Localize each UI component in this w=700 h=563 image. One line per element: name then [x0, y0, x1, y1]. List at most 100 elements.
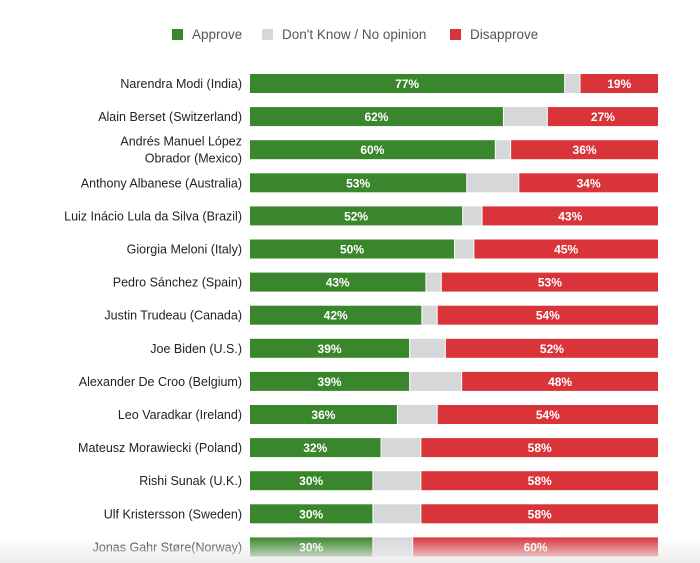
- legend-swatch-disapprove: [450, 29, 461, 40]
- bar-approve: [250, 239, 454, 259]
- bar-approve: [250, 173, 467, 193]
- bar-approve: [250, 107, 503, 127]
- value-label-disapprove: 60%: [524, 540, 548, 554]
- bar-disapprove: [462, 371, 658, 391]
- bar-dont-know: [467, 173, 519, 193]
- value-label-disapprove: 43%: [558, 209, 582, 223]
- category-label: Anthony Albanese (Australia): [81, 176, 242, 190]
- bar-disapprove: [511, 140, 658, 160]
- category-label: Luiz Inácio Lula da Silva (Brazil): [64, 209, 242, 223]
- bar-approve: [250, 405, 397, 424]
- bar-dont-know: [422, 305, 437, 325]
- bar-approve: [250, 438, 381, 458]
- legend-item-approve: Approve: [172, 27, 242, 42]
- value-label-approve: 30%: [299, 507, 323, 521]
- bar-dont-know: [495, 140, 511, 160]
- category-label: Ulf Kristersson (Sweden): [104, 507, 242, 521]
- bar-dont-know: [565, 74, 580, 93]
- value-label-approve: 60%: [360, 143, 384, 157]
- value-label-disapprove: 45%: [554, 243, 578, 257]
- category-label: Narendra Modi (India): [120, 77, 242, 91]
- value-label-approve: 36%: [311, 408, 335, 422]
- bar-disapprove: [421, 438, 658, 458]
- legend-swatch-dont-know: [262, 29, 273, 40]
- category-label: Alain Berset (Switzerland): [98, 110, 242, 124]
- category-label: Andrés Manuel López: [120, 135, 242, 149]
- bar-approve: [250, 471, 373, 491]
- bar-disapprove: [437, 405, 658, 424]
- bar-approve: [250, 272, 426, 292]
- legend-label-dont-know: Don't Know / No opinion: [282, 27, 427, 42]
- bar-disapprove: [445, 338, 658, 358]
- legend-label-approve: Approve: [192, 27, 243, 42]
- category-label: Alexander De Croo (Belgium): [79, 375, 242, 389]
- legend-label-disapprove: Disapprove: [470, 27, 539, 42]
- bar-disapprove: [437, 305, 658, 325]
- bar-dont-know: [381, 438, 421, 458]
- value-label-disapprove: 58%: [528, 441, 552, 455]
- bar-disapprove: [547, 107, 658, 127]
- bar-dont-know: [503, 107, 547, 127]
- bar-approve: [250, 140, 495, 160]
- bar-approve: [250, 371, 410, 391]
- value-label-disapprove: 34%: [577, 176, 601, 190]
- value-label-approve: 30%: [299, 474, 323, 488]
- value-label-approve: 42%: [324, 309, 348, 323]
- value-label-approve: 50%: [340, 243, 364, 257]
- chart-legend: Approve Don't Know / No opinion Disappro…: [0, 27, 700, 45]
- bar-approve: [250, 338, 410, 358]
- category-label: Obrador (Mexico): [145, 152, 242, 166]
- value-label-disapprove: 48%: [548, 375, 572, 389]
- value-label-disapprove: 58%: [528, 474, 552, 488]
- value-label-disapprove: 52%: [540, 342, 564, 356]
- bar-dont-know: [426, 272, 441, 292]
- bar-disapprove: [482, 206, 658, 226]
- bar-dont-know: [410, 338, 445, 358]
- category-label: Leo Varadkar (Ireland): [118, 408, 242, 422]
- category-label: Justin Trudeau (Canada): [104, 309, 242, 323]
- value-label-disapprove: 27%: [591, 110, 615, 124]
- value-label-approve: 52%: [344, 209, 368, 223]
- category-label: Joe Biden (U.S.): [150, 342, 242, 356]
- bar-approve: [250, 504, 373, 524]
- bar-disapprove: [421, 504, 658, 524]
- bar-dont-know: [373, 471, 421, 491]
- category-label: Mateusz Morawiecki (Poland): [78, 441, 242, 455]
- value-label-approve: 39%: [318, 375, 342, 389]
- value-label-approve: 32%: [303, 441, 327, 455]
- bar-disapprove: [474, 239, 658, 259]
- bar-dont-know: [463, 206, 482, 226]
- value-label-disapprove: 54%: [536, 309, 560, 323]
- legend-item-dont-know: Don't Know / No opinion: [262, 27, 426, 42]
- value-label-approve: 39%: [318, 342, 342, 356]
- value-label-approve: 43%: [326, 276, 350, 290]
- value-label-disapprove: 53%: [538, 276, 562, 290]
- bar-dont-know: [455, 239, 474, 259]
- value-label-approve: 62%: [364, 110, 388, 124]
- value-label-approve: 30%: [299, 540, 323, 554]
- bar-disapprove: [441, 272, 658, 292]
- category-label: Jonas Gahr Støre(Norway): [93, 540, 242, 554]
- value-label-approve: 53%: [346, 176, 370, 190]
- value-label-disapprove: 54%: [536, 408, 560, 422]
- bar-disapprove: [580, 74, 658, 93]
- legend-item-disapprove: Disapprove: [450, 27, 538, 42]
- value-label-disapprove: 19%: [607, 77, 631, 91]
- bar-approve: [250, 305, 422, 325]
- bar-approve: [250, 74, 565, 93]
- value-label-disapprove: 58%: [528, 507, 552, 521]
- category-label: Pedro Sánchez (Spain): [113, 276, 242, 290]
- bar-disapprove: [421, 471, 658, 491]
- bar-dont-know: [373, 504, 421, 524]
- category-label: Rishi Sunak (U.K.): [139, 474, 242, 488]
- bar-dont-know: [410, 371, 462, 391]
- value-label-approve: 77%: [395, 77, 419, 91]
- bar-disapprove: [519, 173, 658, 193]
- value-label-disapprove: 36%: [573, 143, 597, 157]
- bar-approve: [250, 206, 463, 226]
- bar-dont-know: [373, 537, 413, 557]
- category-label: Giorgia Meloni (Italy): [127, 243, 242, 257]
- legend-swatch-approve: [172, 29, 183, 40]
- bar-dont-know: [397, 405, 437, 424]
